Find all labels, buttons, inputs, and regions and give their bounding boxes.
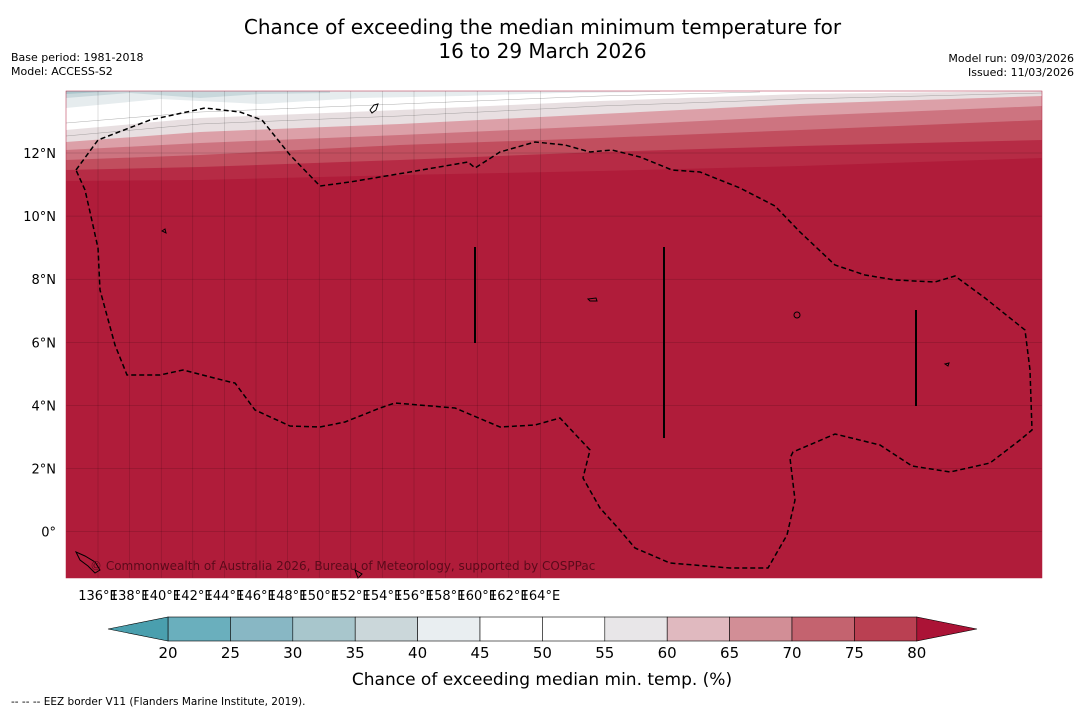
island-outline xyxy=(74,550,101,574)
colorbar-tick-label: 35 xyxy=(346,644,365,662)
colorbar-bin xyxy=(666,616,730,642)
lat-tick-label: 4°N xyxy=(32,399,57,414)
map-panel xyxy=(66,91,1042,578)
lat-tick-label: 0° xyxy=(41,526,56,541)
meta-right: Model run: 09/03/2026 Issued: 11/03/2026 xyxy=(948,52,1074,80)
island-outline xyxy=(943,362,950,367)
colorbar-bin xyxy=(292,616,356,642)
graticule xyxy=(66,91,1042,578)
lat-tick-label: 6°N xyxy=(32,336,57,351)
lon-tick-label: 156°E xyxy=(394,589,434,604)
colorbar-under-arrow xyxy=(107,616,169,642)
lon-tick-label: 140°E xyxy=(141,589,181,604)
lon-tick-label: 164°E xyxy=(521,589,561,604)
lon-tick-label: 142°E xyxy=(173,589,213,604)
lat-tick-label: 2°N xyxy=(32,463,57,478)
model-name: Model: ACCESS-S2 xyxy=(11,65,113,78)
latitude-labels: 12°N 10°N 8°N 6°N 4°N 2°N 0° xyxy=(23,147,56,541)
island-outline xyxy=(369,103,379,114)
colorbar: 20 25 30 35 40 45 50 55 60 65 70 75 80 xyxy=(107,616,978,662)
lat-tick-label: 8°N xyxy=(32,273,57,288)
colorbar-tick-label: 50 xyxy=(533,644,552,662)
lon-tick-label: 136°E xyxy=(78,589,118,604)
lat-tick-label: 12°N xyxy=(23,147,56,162)
colorbar-tick-label: 30 xyxy=(283,644,302,662)
issued-date: Issued: 11/03/2026 xyxy=(967,66,1074,79)
colorbar-bin xyxy=(791,616,855,642)
colorbar-bin xyxy=(854,616,918,642)
lon-tick-label: 154°E xyxy=(363,589,403,604)
contour-line xyxy=(66,92,1042,137)
colorbar-bin xyxy=(167,616,231,642)
colorbar-bin xyxy=(230,616,294,642)
colorbar-tick-label: 25 xyxy=(221,644,240,662)
meta-left: Base period: 1981-2018 Model: ACCESS-S2 xyxy=(11,51,143,79)
longitude-labels: 136°E138°E140°E142°E144°E146°E148°E150°E… xyxy=(78,589,560,604)
colorbar-tick-label: 40 xyxy=(408,644,427,662)
colorbar-bin xyxy=(479,616,543,642)
colorbar-tick-label: 60 xyxy=(658,644,677,662)
colorbar-label: Chance of exceeding median min. temp. (%… xyxy=(352,670,732,690)
eez-border xyxy=(75,107,1033,569)
island-outline xyxy=(354,568,363,579)
colorbar-tick-label: 55 xyxy=(595,644,614,662)
model-run: Model run: 09/03/2026 xyxy=(948,52,1074,65)
islands xyxy=(74,103,950,579)
colorbar-tick-label: 75 xyxy=(845,644,864,662)
base-period: Base period: 1981-2018 xyxy=(11,51,144,64)
lon-tick-label: 138°E xyxy=(110,589,150,604)
island-outline xyxy=(586,297,598,302)
colorbar-bin xyxy=(417,616,481,642)
band-30-35 xyxy=(66,91,120,94)
map-title-line2: 16 to 29 March 2026 xyxy=(438,39,647,63)
contour-line xyxy=(66,91,761,124)
colorbar-tick-label: 65 xyxy=(720,644,739,662)
colorbar-tick-label: 70 xyxy=(782,644,801,662)
colorbar-over-arrow xyxy=(916,616,978,642)
colorbar-bin xyxy=(354,616,418,642)
lon-tick-label: 162°E xyxy=(489,589,529,604)
lon-tick-label: 160°E xyxy=(457,589,497,604)
colorbar-tick-label: 45 xyxy=(470,644,489,662)
colorbar-bin xyxy=(604,616,668,642)
lon-tick-label: 146°E xyxy=(236,589,276,604)
eez-legend: -- -- -- EEZ border V11 (Flanders Marine… xyxy=(11,696,306,708)
colorbar-bin xyxy=(542,616,606,642)
colorbar-tick-label: 20 xyxy=(158,644,177,662)
lat-tick-label: 10°N xyxy=(23,210,56,225)
copyright-text: © Commonwealth of Australia 2026, Bureau… xyxy=(90,559,595,573)
island-outline xyxy=(793,311,801,319)
lon-tick-label: 158°E xyxy=(426,589,466,604)
band-35-40 xyxy=(66,91,330,98)
lon-tick-label: 144°E xyxy=(205,589,245,604)
map-frame xyxy=(65,90,1043,579)
island-outline xyxy=(161,228,167,234)
lon-tick-label: 148°E xyxy=(268,589,308,604)
colorbar-bin xyxy=(729,616,793,642)
lon-tick-label: 152°E xyxy=(331,589,371,604)
lon-tick-label: 150°E xyxy=(299,589,339,604)
map-title-line1: Chance of exceeding the median minimum t… xyxy=(243,15,842,39)
colorbar-tick-label: 80 xyxy=(907,644,926,662)
